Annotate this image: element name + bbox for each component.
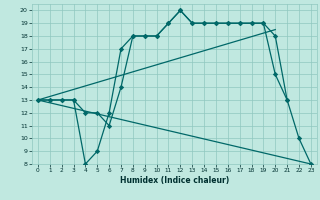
X-axis label: Humidex (Indice chaleur): Humidex (Indice chaleur) — [120, 176, 229, 185]
